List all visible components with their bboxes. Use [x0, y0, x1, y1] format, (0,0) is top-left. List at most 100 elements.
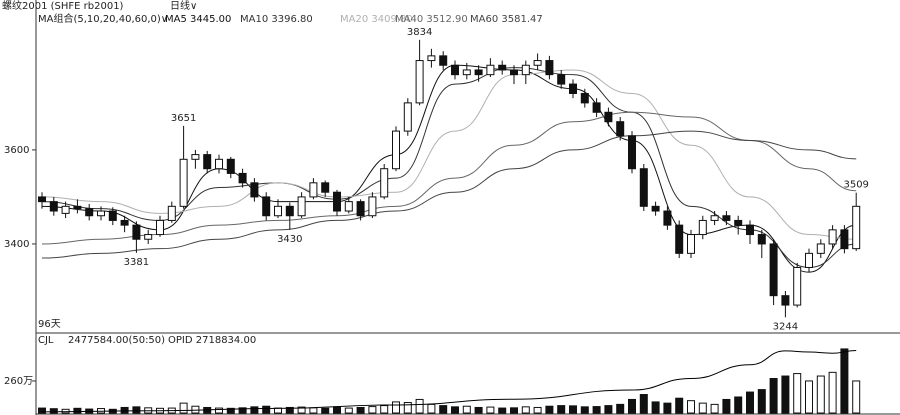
volume-bar	[816, 375, 825, 414]
volume-bar	[651, 401, 660, 414]
candle-body	[415, 60, 424, 104]
volume-bar	[628, 398, 636, 414]
candle-body	[852, 205, 861, 250]
volume-bar	[840, 348, 849, 414]
candle-body	[510, 69, 518, 76]
volume-bar	[61, 408, 70, 414]
candle-body	[521, 64, 530, 76]
period-selector[interactable]: 日线∨	[170, 0, 197, 12]
volume-bar	[285, 406, 294, 414]
oi-name: OPID	[168, 335, 193, 346]
candle-body	[403, 102, 412, 132]
volume-bar	[793, 373, 802, 414]
y-tick-label: 3400	[4, 239, 29, 250]
volume-bar	[344, 407, 353, 414]
volume-bar	[179, 402, 188, 414]
ma-line	[41, 69, 857, 240]
volume-bar	[297, 406, 306, 414]
ma-name: MA5	[165, 14, 187, 25]
candle-body	[120, 219, 129, 226]
volume-bar	[757, 389, 766, 414]
volume-bar	[49, 408, 58, 414]
candle-body	[309, 182, 318, 198]
volume-bar	[191, 405, 200, 414]
volume-bar	[734, 396, 743, 414]
candle-body	[710, 215, 719, 221]
extreme-label: 3430	[277, 234, 302, 245]
volume-bar	[545, 405, 554, 414]
volume-bar	[746, 391, 754, 414]
candle-body	[356, 201, 365, 217]
candle-body	[333, 191, 341, 212]
candle-body	[675, 224, 684, 254]
volume-bar	[580, 406, 589, 414]
candle-body	[840, 229, 849, 250]
candle-body	[427, 55, 436, 62]
candle-body	[616, 121, 625, 137]
extreme-label: 3651	[171, 113, 196, 124]
volume-bar	[403, 402, 412, 414]
volume-bar	[805, 380, 813, 414]
candle-body	[462, 69, 471, 76]
ma-legend-entry: MA40 3512.90	[395, 14, 468, 25]
candle-body	[698, 219, 707, 236]
ma-legend-entry: MA5 3445.00	[165, 14, 231, 25]
candle-body	[604, 111, 613, 123]
candle-body	[191, 154, 200, 160]
open-interest-line	[41, 349, 857, 413]
candle-body	[49, 201, 58, 212]
candle-body	[498, 64, 507, 71]
candle-body	[639, 168, 648, 207]
volume-bar	[592, 406, 601, 414]
volume-bar	[380, 405, 389, 414]
volume-bar	[238, 407, 247, 414]
volume-bar	[356, 406, 365, 414]
volume-bar	[474, 406, 483, 414]
volume-bar	[852, 380, 861, 414]
y-tick-label: 260万	[4, 376, 33, 387]
candle-body	[392, 130, 400, 170]
ma-value: 3409.80	[371, 14, 412, 25]
ma-value: 3581.47	[501, 14, 542, 25]
volume-bar	[687, 400, 695, 414]
volume-bar	[215, 407, 223, 414]
candle-body	[828, 229, 837, 245]
ma-legend-title[interactable]: MA组合(5,10,20,40,60,0)∨	[38, 12, 168, 25]
volume-bar	[486, 406, 495, 414]
volume-bar	[498, 407, 507, 414]
volume-bar	[250, 406, 259, 414]
oi-legend: OPID 2718834.00	[168, 335, 256, 346]
volume-bar	[663, 402, 672, 414]
candle-body	[628, 135, 636, 170]
candle-body	[533, 60, 542, 66]
candle-body	[793, 266, 802, 306]
ma-value: 3396.80	[271, 14, 312, 25]
candle-body	[769, 243, 778, 297]
volume-bar	[439, 405, 448, 414]
volume-bar	[828, 371, 837, 414]
ma-value: 3445.00	[190, 14, 231, 25]
candle-body	[722, 215, 731, 221]
candle-body	[250, 182, 259, 198]
candle-body	[238, 172, 247, 184]
candle-body	[108, 210, 117, 221]
volume-bar	[415, 398, 424, 414]
candle-body	[179, 158, 188, 207]
candle-body	[344, 201, 353, 212]
ma-line	[41, 111, 857, 245]
candle-body	[592, 102, 601, 113]
volume-bar	[132, 406, 141, 414]
ma-name: MA60	[470, 14, 498, 25]
volume-bar	[262, 405, 271, 414]
volume-bar	[38, 407, 46, 414]
candle-body	[474, 69, 483, 76]
volume-bar	[309, 407, 318, 414]
candle-body	[262, 196, 271, 217]
candle-body	[781, 295, 790, 306]
volume-label: CJL	[38, 335, 54, 346]
volume-bar	[533, 406, 542, 414]
ma-legend-entry: MA10 3396.80	[240, 14, 313, 25]
extreme-label: 3509	[843, 180, 868, 191]
